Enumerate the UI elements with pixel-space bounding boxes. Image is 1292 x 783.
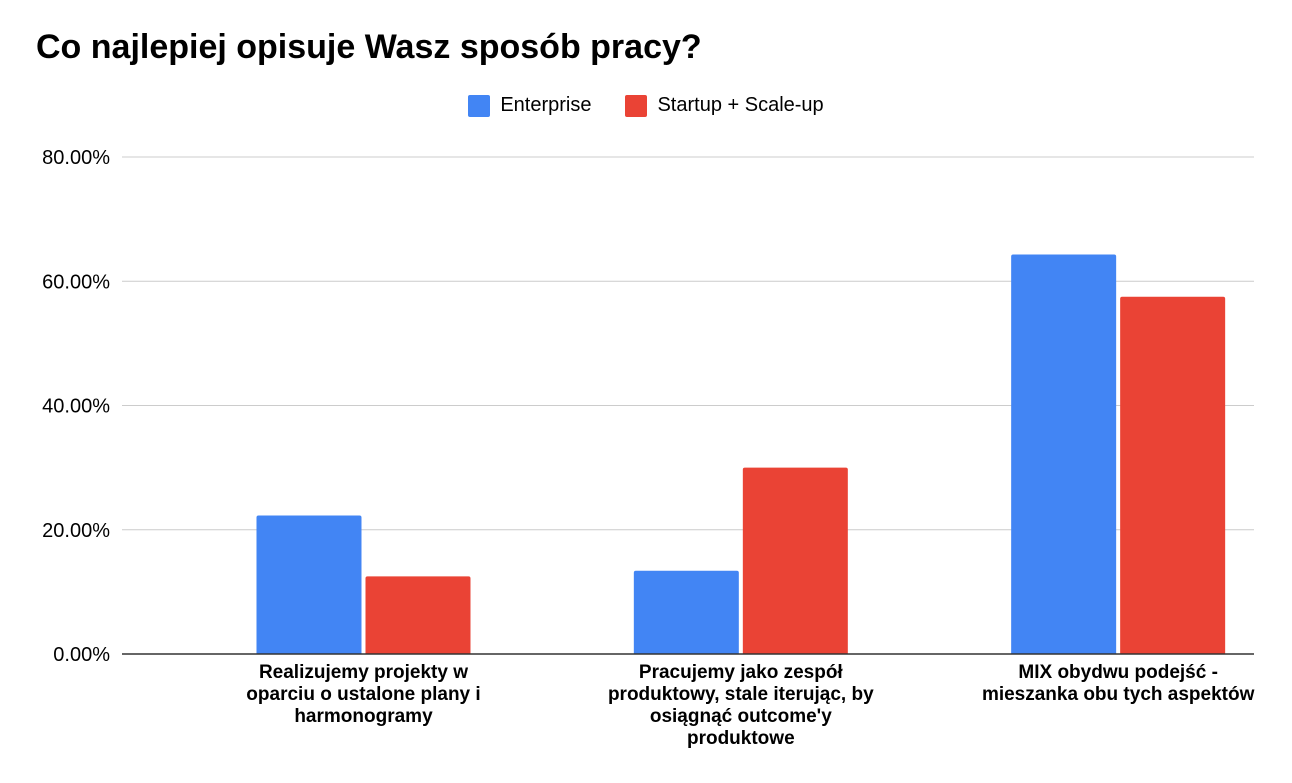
bar-enterprise <box>1011 254 1117 654</box>
legend: Enterprise Startup + Scale-up <box>0 94 1292 117</box>
bar-enterprise <box>633 570 739 654</box>
bar-startup-scaleup <box>365 576 471 654</box>
legend-label-startup-scaleup: Startup + Scale-up <box>657 94 824 116</box>
legend-swatch-enterprise <box>468 94 491 117</box>
y-axis-tick-labels: 0.00% 20.00% 40.00% 60.00% 80.00% <box>42 147 110 666</box>
y-tick-label: 20.00% <box>42 520 110 542</box>
bar-enterprise <box>256 515 362 654</box>
legend-swatch-startup-scaleup <box>625 94 648 117</box>
legend-item-enterprise: Enterprise <box>468 94 591 117</box>
y-tick-label: 0.00% <box>53 644 110 666</box>
y-tick-label: 60.00% <box>42 271 110 293</box>
x-category-label: MIX obydwu podejść - mieszanka obu tych … <box>981 662 1255 705</box>
bar-startup-scaleup <box>1120 296 1226 654</box>
bar-startup-scaleup <box>742 467 848 654</box>
y-tick-label: 40.00% <box>42 396 110 418</box>
x-category-label: Realizujemy projekty w oparciu o ustalon… <box>246 662 481 727</box>
bars <box>256 254 1226 654</box>
y-tick-label: 80.00% <box>42 147 110 169</box>
legend-item-startup-scaleup: Startup + Scale-up <box>625 94 824 117</box>
x-category-label: Pracujemy jako zespół produktowy, stale … <box>607 662 874 749</box>
chart-title: Co najlepiej opisuje Wasz sposób pracy? <box>36 28 702 66</box>
legend-label-enterprise: Enterprise <box>500 94 592 116</box>
